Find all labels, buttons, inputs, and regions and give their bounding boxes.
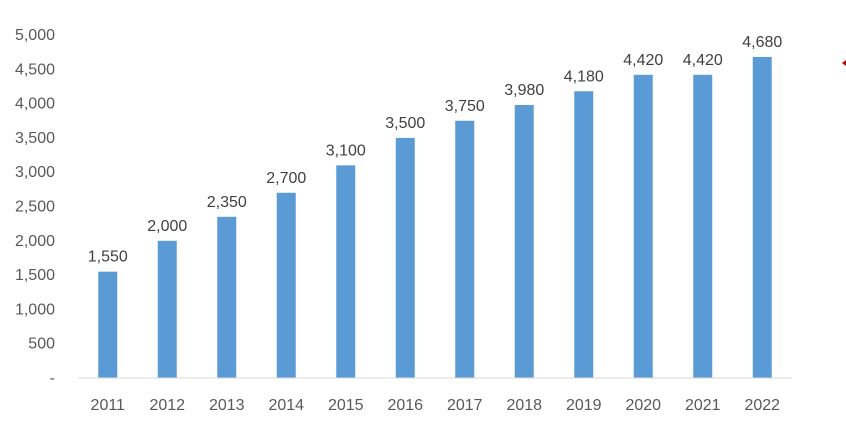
x-tick-label: 2012 bbox=[149, 397, 185, 414]
x-tick-label: 2011 bbox=[91, 397, 126, 414]
x-tick-label: 2017 bbox=[447, 397, 483, 414]
x-tick-label: 2018 bbox=[506, 397, 542, 414]
y-tick-label: 1,000 bbox=[15, 301, 55, 318]
bar-2017 bbox=[455, 120, 475, 378]
data-label: 1,550 bbox=[88, 249, 128, 266]
data-label: 3,750 bbox=[445, 98, 485, 115]
bar-2018 bbox=[514, 104, 534, 379]
data-labels-group: 1,550 2,000 2,350 2,700 3,100 3,500 3,750 3,980… bbox=[88, 34, 783, 266]
data-label: 3,100 bbox=[326, 142, 366, 159]
y-tick-label: 2,500 bbox=[15, 199, 55, 216]
x-tick-label: 2020 bbox=[625, 397, 661, 414]
data-label: 4,420 bbox=[623, 52, 663, 69]
x-axis: 2011 2012 2013 2014 2015 2016 2017 2018 2019 2020… bbox=[91, 397, 781, 414]
data-label: 2,350 bbox=[207, 194, 247, 211]
bar-2021 bbox=[693, 74, 713, 379]
bar-2022 bbox=[752, 56, 772, 379]
bar-2013 bbox=[217, 216, 237, 378]
red-mark-icon bbox=[842, 60, 846, 66]
y-tick-label: 3,500 bbox=[15, 130, 55, 147]
y-axis: - 500 1,000 1,500 2,000 2,500 3,000 3,500 4,000 4… bbox=[15, 27, 55, 387]
bar-2015 bbox=[336, 165, 356, 378]
x-tick-label: 2019 bbox=[566, 397, 602, 414]
data-label: 4,680 bbox=[742, 34, 782, 51]
bar-2011 bbox=[98, 271, 118, 378]
data-label: 3,980 bbox=[504, 82, 544, 99]
data-label: 3,500 bbox=[385, 115, 425, 132]
bar-2020 bbox=[633, 74, 653, 379]
y-tick-label: - bbox=[50, 370, 55, 387]
x-tick-label: 2015 bbox=[328, 397, 364, 414]
x-tick-label: 2016 bbox=[387, 397, 423, 414]
data-label: 2,700 bbox=[266, 170, 306, 187]
y-tick-label: 3,000 bbox=[15, 164, 55, 181]
x-tick-label: 2013 bbox=[209, 397, 245, 414]
y-tick-label: 500 bbox=[28, 336, 55, 353]
bar-2019 bbox=[574, 91, 594, 378]
bar-2016 bbox=[395, 137, 415, 378]
bar-2014 bbox=[276, 192, 296, 378]
y-tick-label: 2,000 bbox=[15, 233, 55, 250]
y-tick-label: 5,000 bbox=[15, 27, 55, 44]
x-tick-label: 2022 bbox=[744, 397, 780, 414]
x-tick-label: 2014 bbox=[268, 397, 304, 414]
y-tick-label: 4,500 bbox=[15, 61, 55, 78]
data-label: 4,180 bbox=[564, 68, 604, 85]
x-tick-label: 2021 bbox=[685, 397, 721, 414]
y-tick-label: 1,500 bbox=[15, 267, 55, 284]
data-label: 2,000 bbox=[147, 218, 187, 235]
bar-2012 bbox=[157, 240, 177, 378]
bars-group bbox=[98, 56, 772, 379]
data-label: 4,420 bbox=[683, 52, 723, 69]
y-tick-label: 4,000 bbox=[15, 96, 55, 113]
